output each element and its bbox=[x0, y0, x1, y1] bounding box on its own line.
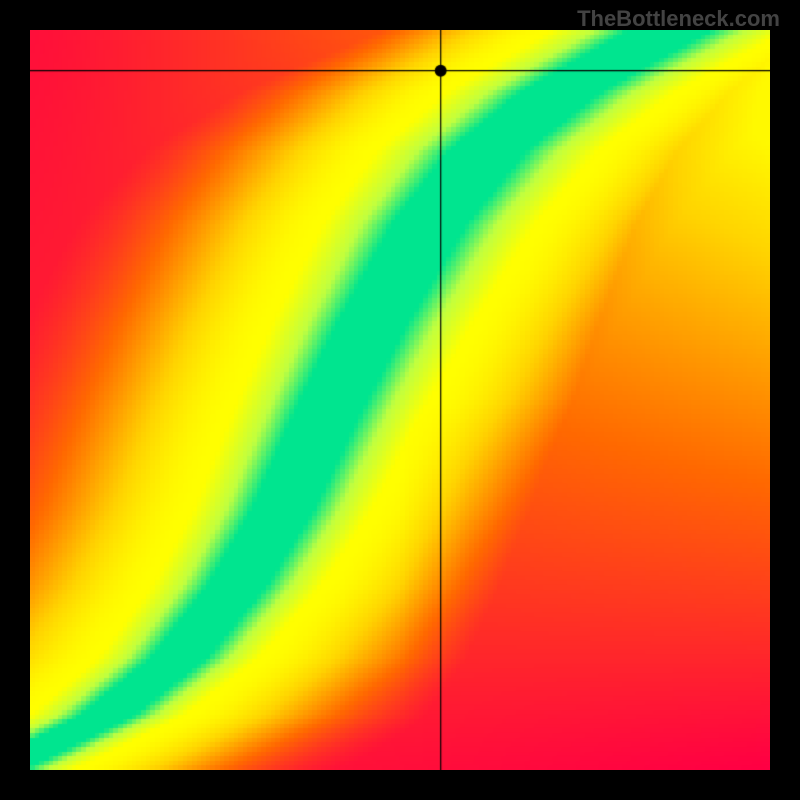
heatmap-canvas bbox=[30, 30, 770, 770]
heatmap-plot bbox=[30, 30, 770, 770]
watermark: TheBottleneck.com bbox=[577, 6, 780, 32]
